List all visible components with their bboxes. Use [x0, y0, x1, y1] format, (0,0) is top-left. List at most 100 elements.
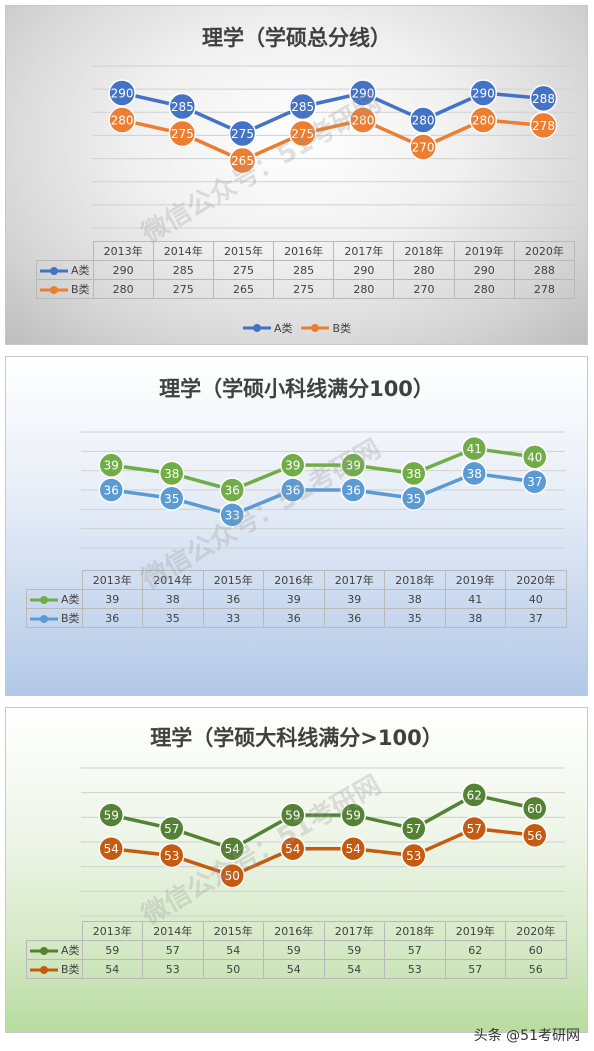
table-column-header: 2016年 — [273, 241, 335, 261]
table-cell: 290 — [453, 260, 515, 280]
table-cell: 280 — [92, 279, 154, 299]
data-point: 38 — [401, 460, 427, 487]
data-label: 54 — [104, 842, 119, 856]
table-cell: 38 — [142, 589, 204, 609]
table-cell: 57 — [142, 940, 204, 960]
series-key-cell: A类 — [26, 940, 83, 960]
data-label: 39 — [104, 459, 119, 473]
data-point: 59 — [280, 802, 306, 828]
legend-key-marker — [40, 267, 68, 275]
table-column-header: 2018年 — [384, 921, 446, 941]
data-label: 275 — [171, 127, 194, 141]
data-point: 54 — [280, 835, 306, 862]
data-label: 285 — [171, 100, 194, 114]
data-point: 290 — [469, 79, 498, 107]
table-header-row: 2013年 2014年 2015年 2016年 2017年 2018年 2019年 2020年 — [26, 570, 567, 590]
table-header-row: 2013年 2014年 2015年 2016年 2017年 2018年 2019年 2020年 — [36, 241, 576, 261]
table-cell: 59 — [263, 940, 325, 960]
table-column-header: 2019年 — [453, 241, 515, 261]
data-label: 37 — [527, 475, 542, 489]
data-label: 33 — [225, 508, 240, 522]
legend-item: A类 — [242, 320, 293, 336]
data-label: 54 — [285, 842, 300, 856]
table-cell: 59 — [81, 940, 143, 960]
table-cell: 39 — [323, 589, 385, 609]
table-cell: 38 — [384, 589, 446, 609]
table-column-header: 2019年 — [444, 921, 506, 941]
data-point: 278 — [529, 111, 558, 140]
line-chart-plot: 39 38 36 39 39 38 41 40 36 35 33 36 36 35 38 37 — [81, 431, 565, 549]
data-label: 39 — [285, 459, 300, 473]
table-corner — [26, 570, 83, 590]
data-label: 35 — [406, 492, 421, 506]
chart-title: 理学（学硕总分线） — [202, 26, 391, 50]
data-point: 280 — [469, 106, 498, 134]
data-label: 270 — [412, 141, 435, 155]
table-cell: 53 — [384, 959, 446, 979]
table-column-header: 2015年 — [202, 921, 264, 941]
table-cell: 41 — [444, 589, 506, 609]
data-label: 53 — [164, 849, 179, 863]
data-label: 278 — [532, 119, 555, 133]
table-row: A类 39 38 36 39 39 38 41 40 — [26, 589, 567, 609]
table-column-header: 2020年 — [505, 570, 567, 590]
data-label: 57 — [406, 822, 421, 836]
legend-label: A类 — [273, 322, 293, 335]
line-chart-plot: 290 285 275 285 290 280 290 288 280 275 265 275 280 2… — [92, 65, 574, 229]
data-label: 60 — [527, 802, 542, 816]
chart-legend: A类 B类 — [6, 320, 587, 336]
table-column-header: 2015年 — [202, 570, 264, 590]
table-cell: 54 — [323, 959, 385, 979]
data-label: 56 — [527, 829, 542, 843]
data-label: 290 — [351, 87, 374, 101]
table-cell: 270 — [393, 279, 455, 299]
data-label: 285 — [291, 100, 314, 114]
data-point: 38 — [461, 460, 487, 487]
table-cell: 278 — [513, 279, 576, 299]
data-point: 36 — [280, 477, 306, 503]
data-label: 290 — [472, 87, 495, 101]
data-point: 290 — [108, 79, 136, 107]
data-point: 36 — [219, 477, 245, 503]
data-label: 39 — [346, 459, 361, 473]
data-point: 35 — [159, 485, 185, 512]
data-label: 36 — [225, 484, 240, 498]
data-label: 50 — [225, 869, 240, 883]
series-name: B类 — [71, 283, 90, 296]
table-cell: 280 — [453, 279, 515, 299]
data-point: 275 — [288, 119, 317, 148]
data-label: 280 — [111, 114, 134, 128]
data-label: 275 — [231, 127, 254, 141]
table-corner — [26, 921, 83, 941]
table-cell: 54 — [202, 940, 264, 960]
series-name: B类 — [61, 963, 80, 976]
table-cell: 36 — [81, 608, 143, 628]
table-cell: 54 — [263, 959, 325, 979]
data-point: 60 — [522, 795, 548, 822]
data-point: 57 — [159, 815, 185, 842]
chart-title: 理学（学硕小科线满分100） — [159, 377, 434, 401]
data-label: 36 — [104, 484, 119, 498]
table-row: A类 59 57 54 59 59 57 62 60 — [26, 940, 567, 960]
data-point: 275 — [228, 119, 257, 148]
table-cell: 62 — [444, 940, 506, 960]
data-point: 33 — [219, 502, 245, 528]
data-label: 57 — [467, 822, 482, 836]
legend-key-marker — [40, 286, 68, 294]
table-cell: 37 — [505, 608, 567, 628]
data-point: 35 — [401, 485, 427, 512]
data-point: 56 — [522, 822, 548, 849]
data-point: 53 — [401, 842, 427, 869]
data-point: 62 — [461, 782, 487, 808]
table-cell: 36 — [263, 608, 325, 628]
table-cell: 35 — [142, 608, 204, 628]
data-point: 50 — [219, 862, 245, 889]
table-cell: 39 — [81, 589, 143, 609]
data-point: 36 — [98, 477, 124, 503]
data-label: 265 — [231, 154, 254, 168]
data-label: 54 — [346, 842, 361, 856]
table-header-row: 2013年 2014年 2015年 2016年 2017年 2018年 2019年 2020年 — [26, 921, 567, 941]
data-point: 285 — [288, 92, 317, 121]
table-column-header: 2018年 — [393, 241, 455, 261]
data-point: 285 — [168, 92, 197, 121]
